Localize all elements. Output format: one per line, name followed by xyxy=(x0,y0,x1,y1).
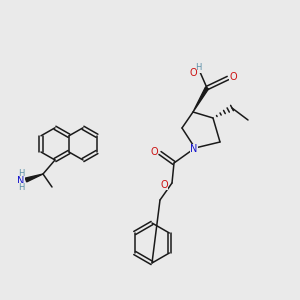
Text: O: O xyxy=(189,68,197,78)
Text: O: O xyxy=(229,72,237,82)
Text: N: N xyxy=(17,176,25,186)
Text: H: H xyxy=(195,64,201,73)
Polygon shape xyxy=(25,174,43,182)
Text: H: H xyxy=(18,169,24,178)
Text: O: O xyxy=(150,147,158,157)
Text: N: N xyxy=(190,144,198,154)
Text: H: H xyxy=(18,184,24,193)
Text: O: O xyxy=(160,180,168,190)
Polygon shape xyxy=(193,87,208,112)
